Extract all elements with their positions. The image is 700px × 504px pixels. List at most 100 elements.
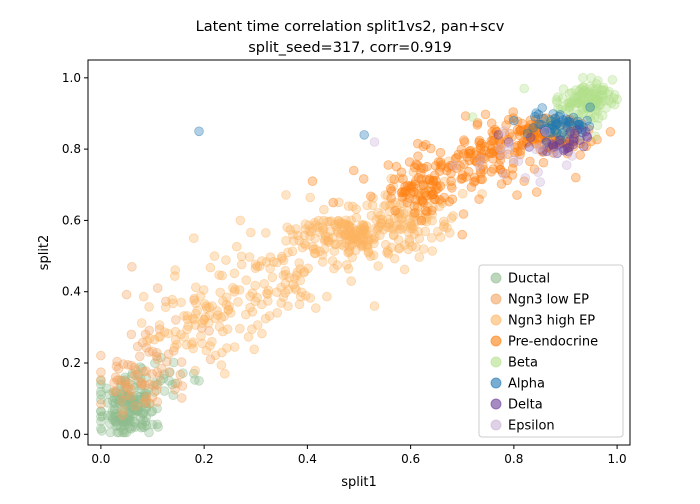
data-point (383, 222, 394, 233)
data-point (177, 381, 188, 391)
data-point (591, 97, 601, 108)
data-point (123, 382, 134, 393)
data-point (126, 394, 137, 405)
data-point (126, 371, 137, 382)
data-point (136, 422, 147, 433)
data-point (358, 226, 368, 237)
data-point (528, 127, 539, 138)
data-point (459, 159, 469, 170)
data-point (181, 339, 192, 350)
data-point (133, 406, 143, 417)
data-point (121, 377, 131, 387)
data-point (552, 148, 562, 159)
data-point (323, 232, 334, 243)
data-point (176, 357, 187, 367)
data-point (502, 175, 513, 186)
data-point (396, 187, 407, 198)
data-point (164, 367, 175, 377)
data-point (598, 92, 609, 103)
data-point (560, 118, 571, 128)
data-point (453, 149, 464, 160)
data-point (170, 384, 180, 395)
data-point (399, 208, 409, 219)
data-point (476, 138, 487, 149)
data-point (324, 237, 335, 248)
data-point (147, 419, 158, 430)
data-point (552, 118, 563, 129)
data-point (363, 248, 374, 258)
data-point (564, 102, 574, 112)
data-point (395, 224, 405, 235)
data-point (550, 113, 560, 124)
data-point (593, 96, 603, 106)
data-point (250, 296, 261, 307)
data-point (199, 299, 210, 309)
data-point (373, 208, 383, 218)
data-point (420, 188, 430, 198)
data-point (564, 88, 575, 99)
data-point (549, 131, 560, 141)
data-point (398, 199, 409, 209)
data-point (144, 347, 154, 357)
data-point (124, 416, 134, 427)
data-point (111, 416, 121, 427)
data-point (538, 128, 548, 138)
data-point (299, 267, 309, 278)
data-point (525, 132, 536, 143)
data-point (376, 218, 387, 228)
data-point (118, 425, 129, 436)
data-point (135, 373, 146, 384)
data-point (531, 120, 541, 131)
data-point (495, 155, 506, 165)
data-point (138, 291, 149, 302)
data-point (427, 179, 438, 190)
data-point (305, 231, 315, 241)
data-point (564, 141, 575, 152)
data-point (422, 161, 432, 172)
data-point (364, 234, 374, 245)
data-point (346, 276, 357, 286)
legend-label: Delta (508, 398, 543, 413)
data-point (159, 369, 170, 380)
data-point (471, 147, 481, 157)
data-point (424, 174, 435, 184)
data-point (600, 95, 611, 106)
data-point (405, 218, 416, 229)
data-point (405, 223, 416, 234)
data-point (411, 195, 421, 205)
chart-title-line2: split_seed=317, corr=0.919 (248, 40, 452, 56)
data-point (334, 197, 344, 208)
data-point (480, 153, 490, 164)
data-point (549, 118, 560, 128)
data-point (549, 127, 559, 138)
data-point (458, 149, 469, 159)
x-tick-label: 0.6 (401, 452, 420, 466)
data-point (146, 407, 157, 417)
data-point (127, 421, 138, 432)
data-point (348, 228, 359, 239)
data-point (272, 307, 283, 318)
data-point (369, 301, 380, 311)
data-point (469, 177, 479, 187)
data-point (512, 147, 523, 157)
data-point (121, 427, 132, 438)
data-point (459, 135, 469, 145)
data-point (155, 375, 166, 386)
data-point (358, 221, 369, 231)
data-point (126, 329, 137, 340)
data-point (122, 400, 133, 411)
y-tick-label: 0.2 (62, 356, 81, 370)
data-point (339, 218, 350, 229)
data-point (554, 131, 565, 142)
data-point (278, 255, 289, 266)
data-point (590, 98, 601, 108)
data-point (191, 282, 201, 293)
data-point (517, 140, 528, 151)
data-point (349, 233, 359, 244)
data-point (110, 411, 121, 422)
data-point (344, 235, 355, 246)
data-point (555, 120, 566, 130)
data-point (577, 103, 587, 113)
data-point (382, 190, 393, 201)
data-point (416, 215, 427, 226)
